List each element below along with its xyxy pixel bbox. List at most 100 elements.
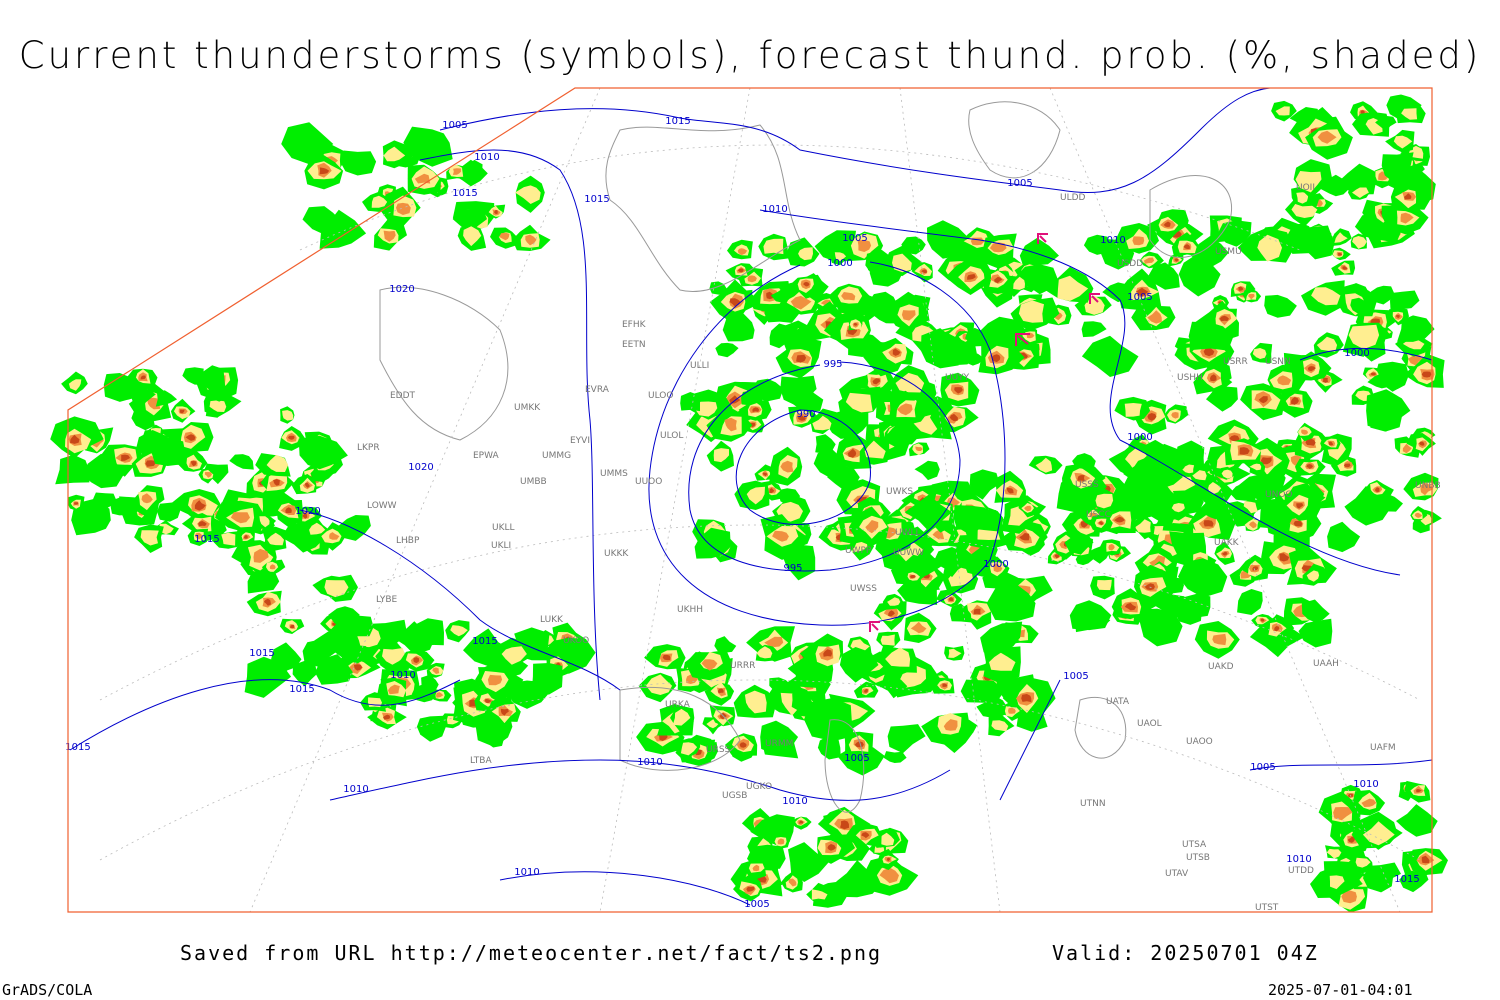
isobar-label: 1015	[584, 194, 609, 205]
station-label: USRR	[1223, 357, 1248, 367]
shade-1	[1124, 403, 1142, 417]
thunderstorm-symbols	[869, 233, 1100, 632]
shade-0	[1148, 262, 1180, 290]
shade-0	[1178, 253, 1221, 297]
shade-0	[247, 571, 280, 594]
shade-1	[1013, 276, 1025, 290]
shade-2	[414, 173, 431, 184]
station-label: URRR	[730, 661, 755, 671]
shade-3	[140, 375, 146, 380]
shade-3	[886, 857, 891, 862]
shade-1	[694, 401, 718, 417]
shade-1	[1243, 501, 1258, 514]
isobar-label: 1015	[472, 636, 497, 647]
shade-1	[746, 486, 765, 505]
isobar-label: 1010	[782, 796, 807, 807]
shade-0	[964, 351, 985, 366]
shade-3	[194, 500, 206, 511]
shade-3	[888, 610, 895, 617]
shade-1	[209, 400, 227, 412]
shade-1	[811, 889, 828, 900]
shade-0	[55, 454, 90, 485]
isobar-label: 1005	[844, 753, 869, 764]
shade-3	[1260, 618, 1265, 622]
shade-1	[763, 238, 784, 255]
station-label: UKKK	[604, 549, 629, 559]
shade-3	[1219, 315, 1229, 322]
shade-2	[1361, 798, 1377, 807]
shade-2	[230, 512, 250, 524]
shade-3	[910, 575, 916, 579]
shade-3	[285, 507, 292, 514]
shade-2	[1108, 543, 1115, 551]
shade-3	[739, 742, 747, 748]
shade-1	[463, 226, 482, 247]
shade-0	[839, 647, 879, 683]
shade-0	[1085, 546, 1110, 564]
station-label: UWPP	[845, 546, 872, 556]
shade-2	[1008, 707, 1016, 714]
shade-3	[799, 820, 804, 824]
shade-3	[1306, 464, 1313, 469]
shade-3	[967, 274, 976, 280]
shade-2	[1378, 171, 1389, 181]
shade-2	[253, 548, 269, 563]
shade-0	[1237, 474, 1282, 504]
shade-2	[932, 529, 945, 540]
map-area: 1005 1010 1015 1015 1015 1010 1005 1000 995 990 99…	[50, 87, 1448, 913]
shade-0	[130, 385, 156, 406]
shade-0	[760, 720, 799, 755]
shade-0	[1369, 285, 1394, 305]
shade-2	[1414, 512, 1423, 518]
station-label: EYVI	[570, 436, 590, 446]
shade-3	[872, 378, 881, 385]
isobar-label: 1010	[1353, 779, 1378, 790]
shade-3	[1098, 521, 1104, 526]
isobar-label: 1020	[295, 506, 320, 517]
shade-1	[450, 625, 468, 637]
shade-3	[729, 395, 741, 404]
shade-1	[1355, 857, 1371, 868]
shade-1	[887, 597, 901, 606]
shade-3	[145, 460, 156, 467]
shade-2	[879, 867, 899, 884]
shade-0	[960, 679, 1005, 704]
shade-2	[204, 472, 212, 478]
shade-1	[1057, 275, 1089, 301]
shade-0	[1083, 234, 1108, 255]
scandinavia-coast	[605, 124, 801, 292]
isobar-label: 1010	[390, 670, 415, 681]
taymyr	[1149, 175, 1232, 258]
isobar-label: 1020	[408, 462, 433, 473]
shade-3	[287, 435, 295, 440]
shade-1	[382, 648, 406, 665]
shade-3	[185, 434, 196, 441]
shade-0	[1136, 608, 1183, 647]
shade-1	[646, 674, 673, 695]
shade-3	[305, 482, 310, 488]
shade-3	[1323, 377, 1328, 383]
isobar-label: 1015	[289, 684, 314, 695]
shade-1	[1402, 336, 1425, 350]
shade-2	[764, 636, 784, 647]
shade-2	[897, 403, 913, 416]
station-label: LKPR	[357, 443, 380, 453]
shade-1	[991, 720, 1009, 732]
shade-3	[273, 479, 280, 486]
shade-1	[1135, 519, 1151, 533]
station-label: UAAH	[1313, 659, 1339, 669]
shade-3	[662, 654, 671, 661]
station-label: LTBA	[470, 756, 492, 766]
shade-3	[752, 407, 760, 412]
shade-2	[1024, 505, 1032, 512]
station-label: ULLI	[690, 361, 709, 371]
shade-1	[834, 252, 847, 262]
shade-0	[1366, 493, 1403, 512]
station-label: UTSA	[1182, 840, 1207, 850]
shade-0	[1390, 290, 1420, 310]
station-label: LUKK	[540, 615, 564, 625]
station-label: UTAV	[1165, 869, 1189, 879]
shade-0	[722, 312, 755, 342]
station-label: LHBP	[396, 536, 420, 546]
shade-0	[976, 695, 1007, 719]
